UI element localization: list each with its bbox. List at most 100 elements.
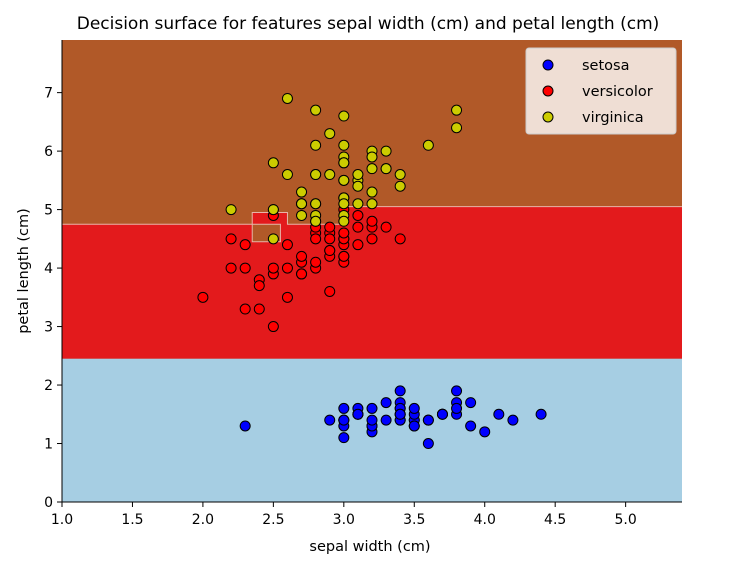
point-setosa [338, 414, 350, 426]
legend-label-virginica: virginica [582, 110, 644, 126]
point-virginica [338, 215, 350, 227]
point-versicolor [380, 221, 392, 233]
point-virginica [451, 104, 463, 116]
point-virginica [324, 128, 336, 140]
point-versicolor [267, 262, 279, 274]
point-setosa [422, 438, 434, 450]
point-versicolor [324, 233, 336, 245]
point-versicolor [267, 321, 279, 333]
y-axis-label: petal length (cm) [16, 208, 32, 334]
point-virginica [380, 145, 392, 157]
point-virginica [366, 198, 378, 210]
point-virginica [296, 198, 308, 210]
point-virginica [281, 92, 293, 104]
point-setosa [408, 420, 420, 432]
y-tick-label: 5 [44, 203, 53, 219]
point-virginica [296, 186, 308, 198]
x-tick-label: 4.5 [544, 512, 566, 528]
legend: setosa versicolor virginica [525, 47, 677, 135]
y-tick-label: 3 [44, 320, 53, 336]
point-setosa [338, 432, 350, 444]
point-setosa [366, 402, 378, 414]
point-setosa [380, 397, 392, 409]
x-tick-label: 1.5 [121, 512, 143, 528]
point-versicolor [352, 239, 364, 251]
y-tick-label: 7 [44, 86, 53, 102]
legend-marker-virginica [542, 111, 554, 123]
point-versicolor [239, 262, 251, 274]
y-tick-label: 4 [44, 261, 53, 277]
point-setosa [394, 385, 406, 397]
point-setosa [535, 408, 547, 420]
point-virginica [310, 169, 322, 181]
point-versicolor [324, 285, 336, 297]
point-virginica [422, 139, 434, 151]
axes: 1.0 1.5 2.0 2.5 3.0 3.5 4.0 4.5 5.0 0 1 2 3 4 5 6 7 [44, 40, 682, 528]
legend-box [525, 47, 677, 135]
point-virginica [352, 169, 364, 181]
point-versicolor [225, 233, 237, 245]
point-virginica [267, 233, 279, 245]
point-setosa [422, 414, 434, 426]
point-setosa [324, 414, 336, 426]
point-virginica [324, 169, 336, 181]
point-setosa [451, 385, 463, 397]
point-versicolor [296, 268, 308, 280]
point-setosa [394, 408, 406, 420]
legend-label-versicolor: versicolor [582, 84, 653, 100]
point-versicolor [281, 262, 293, 274]
point-setosa [380, 414, 392, 426]
y-tick-label: 1 [44, 437, 53, 453]
point-versicolor [225, 262, 237, 274]
point-versicolor [338, 227, 350, 239]
y-tick-label: 2 [44, 378, 53, 394]
point-virginica [310, 215, 322, 227]
point-virginica [310, 198, 322, 210]
point-virginica [338, 110, 350, 122]
point-setosa [465, 420, 477, 432]
region-versicolor [62, 206, 682, 359]
point-versicolor [352, 209, 364, 221]
point-virginica [281, 169, 293, 181]
point-virginica [352, 198, 364, 210]
point-setosa [465, 397, 477, 409]
legend-label-setosa: setosa [582, 58, 629, 74]
point-virginica [267, 157, 279, 169]
point-virginica [451, 122, 463, 134]
point-virginica [338, 198, 350, 210]
point-versicolor [281, 239, 293, 251]
point-virginica [338, 174, 350, 186]
point-versicolor [253, 280, 265, 292]
point-virginica [338, 157, 350, 169]
point-setosa [436, 408, 448, 420]
point-setosa [479, 426, 491, 438]
point-versicolor [324, 245, 336, 257]
point-versicolor [239, 239, 251, 251]
x-tick-label: 3.0 [333, 512, 355, 528]
point-setosa [493, 408, 505, 420]
point-virginica [310, 104, 322, 116]
point-virginica [394, 180, 406, 192]
point-setosa [408, 402, 420, 414]
x-tick-label: 5.0 [615, 512, 637, 528]
y-tick-label: 6 [44, 144, 53, 160]
x-tick-label: 2.0 [192, 512, 214, 528]
x-tick-label: 2.5 [262, 512, 284, 528]
x-tick-label: 1.0 [51, 512, 73, 528]
point-virginica [394, 169, 406, 181]
point-virginica [366, 151, 378, 163]
point-virginica [296, 209, 308, 221]
point-versicolor [281, 291, 293, 303]
point-virginica [338, 139, 350, 151]
point-versicolor [366, 233, 378, 245]
point-setosa [366, 414, 378, 426]
point-setosa [338, 402, 350, 414]
point-versicolor [310, 256, 322, 268]
point-versicolor [296, 250, 308, 262]
point-versicolor [366, 215, 378, 227]
x-tick-label: 4.0 [474, 512, 496, 528]
point-versicolor [197, 291, 209, 303]
point-versicolor [352, 221, 364, 233]
point-versicolor [310, 233, 322, 245]
